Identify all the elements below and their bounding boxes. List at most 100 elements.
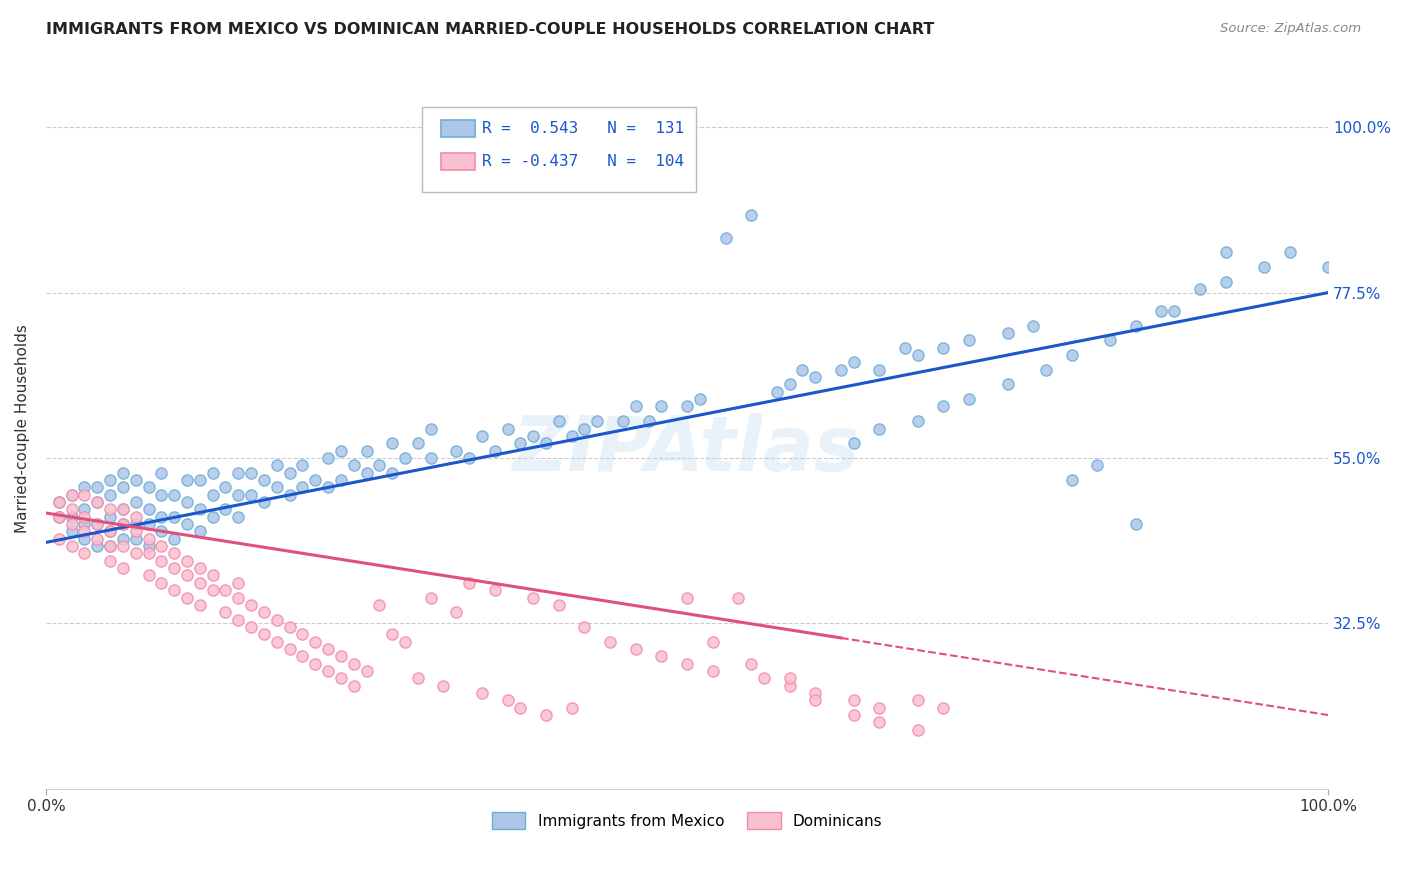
Point <box>201 568 224 582</box>
Point <box>612 414 634 428</box>
Point <box>60 509 83 524</box>
Point <box>599 634 621 648</box>
Point <box>201 488 224 502</box>
Point <box>188 561 211 575</box>
Point <box>73 502 96 516</box>
Point <box>804 686 827 700</box>
Point <box>48 509 70 524</box>
Point <box>253 473 276 487</box>
Point <box>48 495 70 509</box>
Point <box>343 657 366 671</box>
Point <box>356 664 378 678</box>
Point <box>98 488 121 502</box>
Point <box>176 568 198 582</box>
Point <box>957 334 980 348</box>
Point <box>534 436 557 450</box>
Point <box>714 230 737 244</box>
Point <box>188 502 211 516</box>
Point <box>163 509 186 524</box>
Point <box>1035 363 1057 377</box>
Point <box>253 627 276 641</box>
Point <box>240 488 263 502</box>
Point <box>316 480 339 494</box>
Point <box>188 524 211 539</box>
Point <box>125 495 148 509</box>
Point <box>73 524 96 539</box>
Point <box>329 671 352 685</box>
Point <box>125 546 148 560</box>
Point <box>163 546 186 560</box>
Point <box>1215 275 1237 289</box>
Point <box>1150 304 1173 318</box>
Point <box>98 554 121 568</box>
Y-axis label: Married-couple Households: Married-couple Households <box>15 324 30 533</box>
Point <box>60 539 83 553</box>
Point <box>278 642 301 657</box>
Point <box>278 466 301 480</box>
Point <box>419 591 441 605</box>
Point <box>111 539 134 553</box>
Point <box>214 605 236 619</box>
Point <box>496 421 519 435</box>
Point <box>574 421 596 435</box>
Point <box>111 502 134 516</box>
Point <box>650 649 672 664</box>
Point <box>586 414 609 428</box>
Point <box>1022 318 1045 333</box>
Point <box>304 473 326 487</box>
Point <box>574 620 596 634</box>
Point <box>226 613 249 627</box>
Point <box>73 509 96 524</box>
Point <box>1215 245 1237 260</box>
Point <box>471 686 494 700</box>
Point <box>676 657 699 671</box>
Point <box>868 363 890 377</box>
Point <box>381 436 404 450</box>
Point <box>86 516 108 531</box>
Point <box>73 480 96 494</box>
Point <box>86 480 108 494</box>
Point <box>932 700 955 714</box>
Point <box>138 516 160 531</box>
Point <box>702 664 724 678</box>
Point <box>1253 260 1275 274</box>
Point <box>150 575 173 590</box>
Point <box>176 516 198 531</box>
Point <box>266 613 288 627</box>
Point <box>291 649 314 664</box>
Point <box>702 634 724 648</box>
Point <box>484 443 506 458</box>
Point <box>60 502 83 516</box>
Point <box>98 473 121 487</box>
Point <box>907 348 929 362</box>
Point <box>868 715 890 730</box>
Point <box>957 392 980 406</box>
Point <box>240 620 263 634</box>
Point <box>830 363 852 377</box>
Point <box>1060 473 1083 487</box>
Point <box>214 480 236 494</box>
Point <box>291 480 314 494</box>
Point <box>394 450 416 465</box>
Point <box>316 450 339 465</box>
Point <box>98 524 121 539</box>
Point <box>111 466 134 480</box>
Point <box>868 421 890 435</box>
Point <box>291 458 314 473</box>
Point <box>842 708 865 723</box>
Point <box>86 539 108 553</box>
Point <box>329 443 352 458</box>
Point <box>561 700 583 714</box>
Point <box>547 598 569 612</box>
Point <box>1278 245 1301 260</box>
Point <box>509 700 531 714</box>
Point <box>316 664 339 678</box>
Point <box>406 436 429 450</box>
Point <box>98 539 121 553</box>
Point <box>125 509 148 524</box>
Point <box>60 488 83 502</box>
Point <box>150 524 173 539</box>
Point <box>381 627 404 641</box>
Point <box>86 495 108 509</box>
Point <box>266 634 288 648</box>
